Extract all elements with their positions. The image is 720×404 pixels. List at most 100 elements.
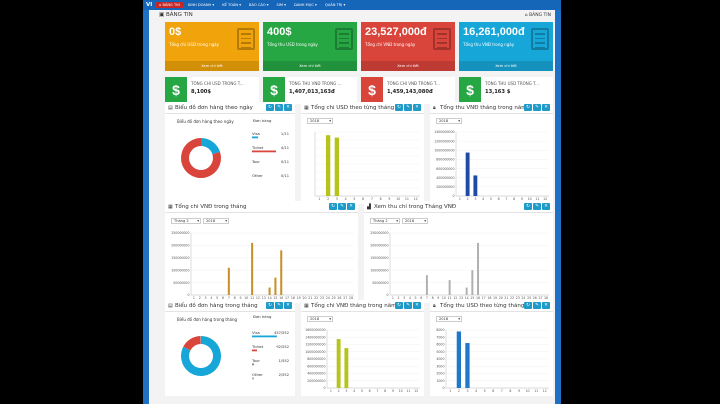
- x-tick-label: 5: [415, 296, 417, 300]
- stat-value: 16,261,000đ: [463, 26, 525, 38]
- bar-3: [465, 343, 470, 388]
- nav-sim[interactable]: SIM ▾: [276, 3, 286, 7]
- x-tick-label: 2: [199, 296, 201, 300]
- nav-bao-cao[interactable]: BÁO CÁO ▾: [249, 3, 269, 7]
- close-icon[interactable]: ✕: [284, 302, 292, 309]
- nav-ke-toan[interactable]: KẾ TOÁN ▾: [222, 3, 242, 7]
- x-tick-label: 3: [403, 296, 405, 300]
- nav-quan-tri[interactable]: QUẢN TRỊ ▾: [324, 3, 346, 7]
- edit-icon[interactable]: ✎: [404, 302, 412, 309]
- top-navbar: VI ⌂ BẢNG TIN KINH DOANH ▾ KẾ TOÁN ▾ BÁO…: [143, 0, 561, 10]
- panel-title: Tổng thu VNĐ tháng trong năm: [440, 105, 527, 111]
- vnd-expense-year-bar-chart: 0 200000000 400000000 600000000 800000000 100…: [305, 328, 420, 393]
- nav-kinh-doanh[interactable]: KINH DOANH ▾: [187, 3, 215, 7]
- mini-stat-value: 13,163 $: [485, 89, 511, 95]
- panel-vnd-view-month: ▟ Xem thu chi trong Tháng VNĐ ↻ ✎ ✕ Tháng 2…: [364, 201, 553, 303]
- legend-value: 2/552: [279, 373, 289, 377]
- year-select[interactable]: 2018: [402, 218, 428, 224]
- mini-stat-label: TỔNG CHI VNĐ TRONG T...: [387, 81, 440, 86]
- close-icon[interactable]: ✕: [542, 104, 550, 111]
- legend-value: 457/552: [274, 331, 289, 335]
- bar-2: [336, 339, 341, 388]
- view-detail-link[interactable]: Xem chi tiết: [361, 61, 455, 71]
- chart-icon: ▤: [168, 303, 173, 309]
- vnd-income-month-bar-chart: 0 200000000 400000000 600000000 800000000 100…: [434, 130, 549, 201]
- panel-tools: ↻ ✎ ✕: [524, 302, 550, 309]
- stat-value: 0$: [169, 26, 182, 38]
- close-icon[interactable]: ✕: [413, 302, 421, 309]
- x-tick-label: 6: [369, 389, 371, 393]
- pie-title: Biểu đồ đơn hàng theo ngày: [177, 119, 234, 124]
- x-tick-label: 2: [467, 197, 469, 201]
- mini-stat-label: TỔNG THU USD TRONG T...: [485, 81, 539, 86]
- x-tick-label: 21: [308, 296, 312, 300]
- refresh-icon[interactable]: ↻: [266, 104, 274, 111]
- x-tick-label: 1: [392, 296, 394, 300]
- year-select[interactable]: 2018: [203, 218, 229, 224]
- x-tick-label: 3: [205, 296, 207, 300]
- mini-stat-value: 1,459,143,080đ: [387, 89, 433, 95]
- refresh-icon[interactable]: ↻: [524, 302, 532, 309]
- x-tick-label: 15: [273, 296, 277, 300]
- x-tick-label: 28: [544, 296, 548, 300]
- edit-icon[interactable]: ✎: [275, 302, 283, 309]
- refresh-icon[interactable]: ↻: [395, 104, 403, 111]
- edit-icon[interactable]: ✎: [533, 203, 541, 210]
- year-select[interactable]: 2018: [307, 118, 333, 124]
- mini-stat-label: TỔNG CHI USD TRONG T...: [191, 81, 244, 86]
- x-tick-label: 18: [291, 296, 295, 300]
- x-tick-label: 11: [406, 389, 410, 393]
- x-tick-label: 7: [426, 296, 428, 300]
- x-tick-label: 7: [501, 389, 503, 393]
- y-tick-label: 800000000: [307, 357, 325, 361]
- year-select[interactable]: 2018: [436, 316, 462, 322]
- x-tick-label: 23: [320, 296, 324, 300]
- close-icon[interactable]: ✕: [542, 302, 550, 309]
- brand-logo[interactable]: VI: [146, 2, 153, 8]
- close-icon[interactable]: ✕: [542, 203, 550, 210]
- y-tick-label: 50000000: [372, 281, 388, 285]
- month-select[interactable]: Tháng 2: [370, 218, 400, 224]
- refresh-icon[interactable]: ↻: [329, 203, 337, 210]
- y-tick-label: 0: [386, 293, 388, 297]
- panel-tools: ↻ ✎ ✕: [266, 104, 292, 111]
- x-tick-label: 11: [534, 389, 538, 393]
- x-tick-label: 11: [405, 197, 409, 201]
- edit-icon[interactable]: ✎: [275, 104, 283, 111]
- breadcrumb[interactable]: ⌂ BẢNG TIN: [524, 13, 551, 18]
- x-tick-label: 7: [505, 197, 507, 201]
- view-detail-link[interactable]: Xem chi tiết: [459, 61, 553, 71]
- close-icon[interactable]: ✕: [284, 104, 292, 111]
- x-tick-label: 20: [302, 296, 306, 300]
- refresh-icon[interactable]: ↻: [524, 203, 532, 210]
- nav-danh-muc[interactable]: DANH MỤC ▾: [293, 3, 317, 7]
- refresh-icon[interactable]: ↻: [395, 302, 403, 309]
- x-tick-label: 19: [297, 296, 301, 300]
- panel-vnd-expense-month: ▦Tổng chi VNĐ trong tháng ↻✎✕ Tháng 2 20…: [165, 201, 358, 303]
- x-tick-label: 5: [216, 296, 218, 300]
- year-select[interactable]: 2018: [436, 118, 462, 124]
- refresh-icon[interactable]: ↻: [266, 302, 274, 309]
- nav-bang-tin[interactable]: ⌂ BẢNG TIN: [155, 2, 184, 8]
- lock-icon: 🔒︎: [433, 303, 436, 309]
- edit-icon[interactable]: ✎: [338, 203, 346, 210]
- view-detail-link[interactable]: Xem chi tiết: [263, 61, 357, 71]
- x-tick-label: 8: [380, 197, 382, 201]
- edit-icon[interactable]: ✎: [404, 104, 412, 111]
- x-tick-label: 12: [414, 197, 418, 201]
- mini-stat-value: 8,100$: [191, 89, 212, 95]
- close-icon[interactable]: ✕: [413, 104, 421, 111]
- x-tick-label: 27: [538, 296, 542, 300]
- month-select[interactable]: Tháng 2: [171, 218, 201, 224]
- year-select[interactable]: 2018: [307, 316, 333, 322]
- stat-card-usd-expense-day: 0$ Tổng chi USD trong ngày Xem chi tiết: [165, 22, 259, 71]
- x-tick-label: 6: [498, 197, 500, 201]
- refresh-icon[interactable]: ↻: [524, 104, 532, 111]
- edit-icon[interactable]: ✎: [533, 104, 541, 111]
- edit-icon[interactable]: ✎: [533, 302, 541, 309]
- y-tick-label: 1200000000: [434, 139, 454, 143]
- x-tick-label: 6: [492, 389, 494, 393]
- view-detail-link[interactable]: Xem chi tiết: [165, 61, 259, 71]
- close-icon[interactable]: ✕: [347, 203, 355, 210]
- x-tick-label: 10: [399, 389, 403, 393]
